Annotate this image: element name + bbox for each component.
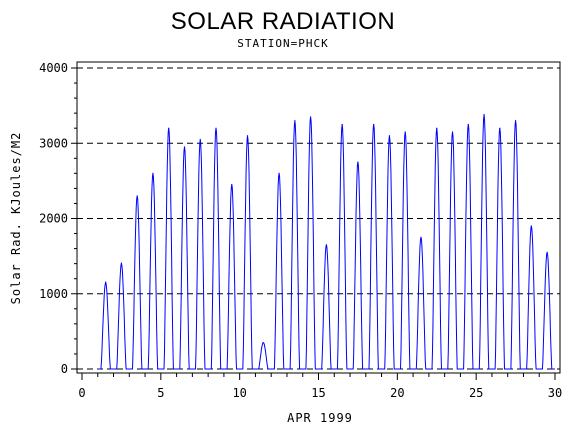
peak-point-day-25 (483, 114, 485, 116)
peak-point-day-14 (310, 116, 312, 118)
x-tick-label: 20 (390, 386, 404, 400)
peak-point-day-9 (231, 184, 233, 186)
y-tick-label: 0 (61, 362, 68, 376)
peak-point-day-26 (499, 127, 501, 129)
x-axis-label: APR 1999 (287, 411, 353, 425)
peak-point-day-11 (262, 342, 264, 344)
y-axis-label: Solar Rad. KJoules/M2 (9, 132, 23, 305)
peak-point-day-2 (120, 263, 123, 265)
peak-point-day-15 (325, 244, 327, 246)
y-tick-label: 1000 (39, 287, 68, 301)
y-tick-label: 2000 (39, 212, 68, 226)
series-line (97, 114, 555, 370)
peak-point-day-29 (546, 251, 548, 253)
x-tick-label: 0 (78, 386, 85, 400)
peak-point-day-6 (183, 146, 186, 148)
peak-point-day-10 (246, 135, 249, 137)
peak-point-day-20 (404, 131, 406, 133)
peak-point-day-21 (420, 236, 422, 238)
peak-point-day-3 (136, 195, 138, 197)
y-tick-label: 4000 (39, 61, 68, 75)
series-group (97, 114, 555, 370)
peak-point-day-19 (388, 135, 391, 137)
peak-point-day-5 (168, 127, 170, 129)
peak-point-day-1 (105, 281, 107, 284)
peak-point-day-23 (451, 131, 454, 133)
peak-point-day-8 (215, 127, 217, 129)
peak-point-day-12 (278, 172, 280, 174)
x-tick-label: 15 (311, 386, 325, 400)
x-tick-label: 25 (469, 386, 483, 400)
peak-point-day-18 (373, 123, 375, 126)
peak-point-day-17 (357, 161, 359, 163)
x-tick-label: 5 (157, 386, 164, 400)
y-axis: 0 1000 2000 3000 4000 (39, 61, 78, 376)
y-tick-label: 3000 (39, 136, 68, 150)
peak-point-day-13 (294, 120, 296, 122)
peak-point-day-22 (436, 127, 438, 129)
x-tick-label: 10 (232, 386, 246, 400)
peak-point-day-28 (530, 225, 532, 227)
peak-point-day-24 (467, 123, 469, 126)
x-tick-label: 30 (548, 386, 562, 400)
peak-point-day-7 (199, 138, 201, 141)
peak-point-day-16 (341, 123, 343, 126)
peak-point-day-27 (514, 120, 517, 122)
chart-title: SOLAR RADIATION (171, 8, 395, 35)
chart-subtitle: STATION=PHCK (237, 37, 328, 50)
x-axis: 0 5 10 15 20 25 30 (77, 372, 562, 400)
peak-point-day-4 (152, 172, 154, 174)
